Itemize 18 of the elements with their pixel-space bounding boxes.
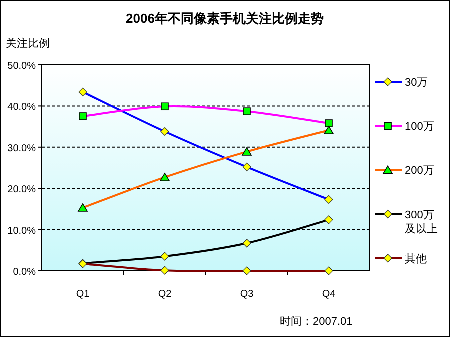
x-tick-label: Q2 (158, 289, 172, 300)
y-tick-label: 30.0% (8, 143, 36, 154)
text: 时间：2007.01 (280, 315, 353, 328)
y-tick-label: 40.0% (8, 102, 36, 114)
y-axis-title: 关注比例 (6, 37, 50, 50)
y-tick-label: 50.0% (8, 61, 36, 72)
legend-label: 100万 (405, 121, 434, 134)
x-tick-label: Q3 (240, 289, 254, 300)
y-tick-label: 0.0% (13, 267, 36, 278)
legend-label: 其他 (405, 252, 427, 266)
legend-label: 30万 (405, 77, 428, 89)
x-tick-label: Q4 (322, 289, 336, 300)
chart-title: 2006年不同像素手机关注比例走势 (126, 11, 324, 26)
y-tick-label: 20.0% (8, 184, 36, 196)
legend-label: 300万及以上 (405, 209, 438, 236)
x-tick-label: Q1 (76, 289, 90, 300)
legend-label: 200万 (405, 165, 434, 178)
y-tick-label: 10.0% (8, 226, 36, 237)
